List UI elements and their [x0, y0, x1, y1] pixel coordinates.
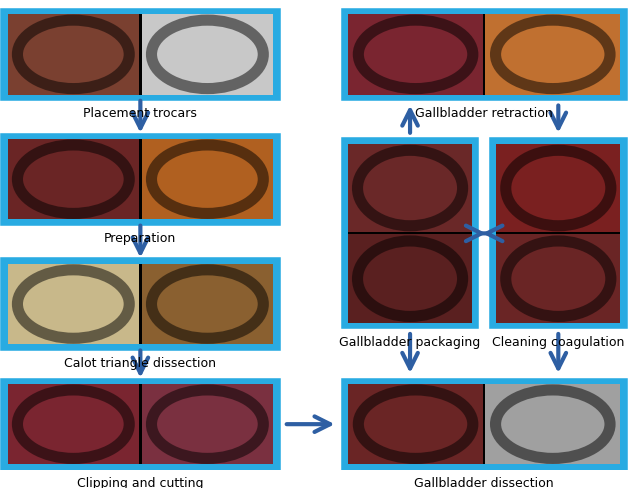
Bar — [486, 15, 620, 96]
Bar — [3, 12, 278, 99]
Bar — [141, 15, 273, 96]
Bar — [492, 141, 625, 327]
Bar — [497, 144, 620, 233]
Bar — [141, 264, 273, 345]
Text: Calot triangle dissection: Calot triangle dissection — [65, 356, 216, 369]
Bar — [3, 136, 278, 224]
Bar — [8, 264, 273, 345]
Bar — [8, 384, 273, 465]
Bar — [348, 144, 472, 233]
Bar — [486, 384, 620, 465]
Text: Cleaning coagulation: Cleaning coagulation — [492, 335, 625, 348]
Bar — [8, 15, 139, 96]
Bar — [348, 384, 620, 465]
Bar — [344, 141, 476, 327]
Bar — [497, 144, 620, 324]
Bar — [8, 140, 139, 220]
Bar — [344, 12, 625, 99]
Bar — [344, 381, 625, 468]
Bar — [348, 144, 472, 324]
Text: Clipping and cutting: Clipping and cutting — [77, 476, 204, 488]
Bar — [3, 381, 278, 468]
Bar — [348, 15, 483, 96]
Text: Placement trocars: Placement trocars — [83, 107, 197, 120]
Bar — [8, 264, 139, 345]
Text: Preparation: Preparation — [104, 232, 177, 245]
Bar — [141, 384, 273, 465]
Bar — [348, 235, 472, 324]
Bar — [348, 15, 620, 96]
Bar — [3, 261, 278, 348]
Text: Gallbladder retraction: Gallbladder retraction — [415, 107, 553, 120]
Bar — [8, 140, 273, 220]
Text: Gallbladder dissection: Gallbladder dissection — [414, 476, 554, 488]
Bar — [8, 15, 273, 96]
Bar — [497, 235, 620, 324]
Bar — [348, 384, 483, 465]
Bar — [8, 384, 139, 465]
Text: Gallbladder packaging: Gallbladder packaging — [339, 335, 481, 348]
Bar — [141, 140, 273, 220]
